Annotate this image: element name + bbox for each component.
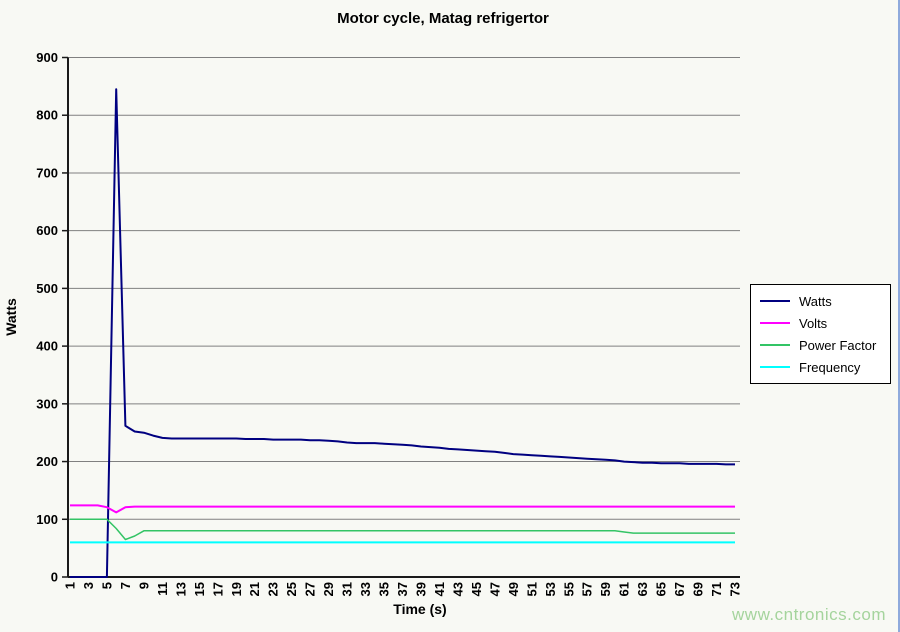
x-tick-label: 59 (598, 582, 613, 596)
chart-legend: Watts Volts Power Factor Frequency (750, 284, 891, 384)
legend-label: Watts (799, 293, 832, 309)
x-tick-label: 55 (561, 582, 576, 596)
x-tick-label: 67 (672, 582, 687, 596)
series-line-power-factor (70, 518, 735, 541)
x-tick-label: 13 (173, 582, 188, 596)
y-tick-label: 200 (36, 454, 58, 469)
x-tick-label: 29 (321, 582, 336, 596)
x-tick-label: 73 (728, 582, 743, 596)
y-tick-label: 0 (51, 570, 58, 585)
y-tick-label: 100 (36, 512, 58, 527)
x-tick-label: 49 (506, 582, 521, 596)
x-tick-label: 33 (358, 582, 373, 596)
x-tick-label: 31 (340, 582, 355, 596)
x-tick-label: 21 (247, 582, 262, 596)
watermark: www.cntronics.com (732, 605, 886, 624)
legend-label: Power Factor (799, 337, 877, 353)
y-tick-label: 400 (36, 339, 58, 354)
power-factor-line-swatch-icon (760, 344, 790, 346)
series-line-watts (70, 88, 735, 578)
watts-line-swatch-icon (760, 300, 790, 302)
x-tick-label: 45 (469, 582, 484, 596)
y-tick-label: 500 (36, 281, 58, 296)
x-tick-label: 41 (432, 582, 447, 596)
y-tick-label: 700 (36, 165, 58, 180)
x-tick-label: 53 (543, 582, 558, 596)
x-tick-label: 47 (487, 582, 502, 596)
y-tick-label: 600 (36, 223, 58, 238)
frequency-line-swatch-icon (760, 366, 790, 368)
x-tick-label: 7 (118, 582, 133, 589)
x-tick-label: 37 (395, 582, 410, 596)
x-tick-label: 63 (635, 582, 650, 596)
x-tick-label: 27 (303, 582, 318, 596)
x-tick-label: 51 (524, 582, 539, 596)
x-tick-label: 9 (136, 582, 151, 589)
x-tick-label: 69 (691, 582, 706, 596)
y-tick-label: 900 (36, 50, 58, 65)
x-tick-label: 35 (377, 582, 392, 596)
y-tick-label: 800 (36, 108, 58, 123)
x-tick-label: 11 (155, 582, 170, 596)
y-tick-label: 300 (36, 396, 58, 411)
x-tick-label: 39 (413, 582, 428, 596)
x-tick-label: 3 (81, 582, 96, 589)
x-tick-label: 61 (617, 582, 632, 596)
x-tick-label: 23 (266, 582, 281, 596)
legend-item-frequency: Frequency (760, 356, 890, 378)
x-tick-label: 43 (450, 582, 465, 596)
legend-label: Volts (799, 315, 828, 331)
x-tick-label: 5 (99, 582, 114, 589)
volts-line-swatch-icon (760, 322, 790, 324)
series-line-volts (70, 504, 735, 514)
legend-item-power-factor: Power Factor (760, 334, 890, 356)
legend-label: Frequency (799, 359, 861, 375)
legend-item-watts: Watts (760, 290, 890, 312)
x-axis-title: Time (s) (393, 601, 447, 617)
chart-title: Motor cycle, Matag refrigertor (337, 10, 549, 27)
x-tick-label: 1 (63, 582, 78, 589)
x-tick-label: 17 (210, 582, 225, 596)
x-tick-label: 19 (229, 582, 244, 596)
legend-item-volts: Volts (760, 312, 890, 334)
x-tick-label: 57 (580, 582, 595, 596)
x-tick-label: 65 (654, 582, 669, 596)
x-tick-label: 15 (192, 582, 207, 596)
x-tick-label: 71 (709, 582, 724, 596)
x-tick-label: 25 (284, 582, 299, 596)
